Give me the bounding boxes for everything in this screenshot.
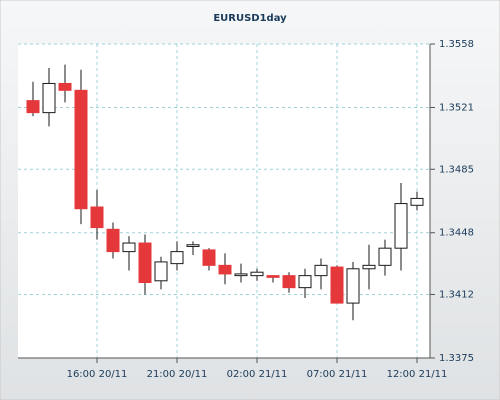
candle-body [106,228,120,253]
candle-body [186,244,200,247]
candle-body [218,264,232,275]
y-tick-label: 1.3485 [439,164,474,175]
x-tick-label: 16:00 20/11 [67,369,128,380]
candle-body [170,251,184,265]
y-tick-label: 1.3375 [439,353,474,364]
candle-body [314,264,328,277]
candle-body [298,275,312,289]
y-tick-label: 1.3412 [439,290,474,301]
candle-body [122,242,136,253]
x-tick-label: 07:00 21/11 [307,369,368,380]
candle-body [26,100,40,114]
candle-body [410,197,424,206]
candle-body [74,89,88,210]
y-tick-label: 1.3558 [439,39,474,50]
candle-body [266,275,280,278]
candle-body [378,247,392,266]
y-tick-label: 1.3448 [439,228,474,239]
chart-title: EURUSD1day [213,13,287,24]
candle-body [330,266,344,304]
candle-body [346,268,360,304]
y-tick-label: 1.3521 [439,102,474,113]
candle-body [362,264,376,270]
x-tick-label: 02:00 21/11 [227,369,288,380]
candle-body [58,82,72,91]
candle-body [250,271,264,277]
x-tick-label: 12:00 21/11 [387,369,448,380]
candle-body [154,261,168,282]
candle-body [202,249,216,266]
plot [18,43,430,359]
candle-body [42,82,56,114]
candle-body [234,273,248,277]
x-tick-label: 21:00 20/11 [147,369,208,380]
candle-body [90,206,104,229]
candle-body [394,203,408,249]
candle-body [282,275,296,289]
candle-body [138,242,152,284]
